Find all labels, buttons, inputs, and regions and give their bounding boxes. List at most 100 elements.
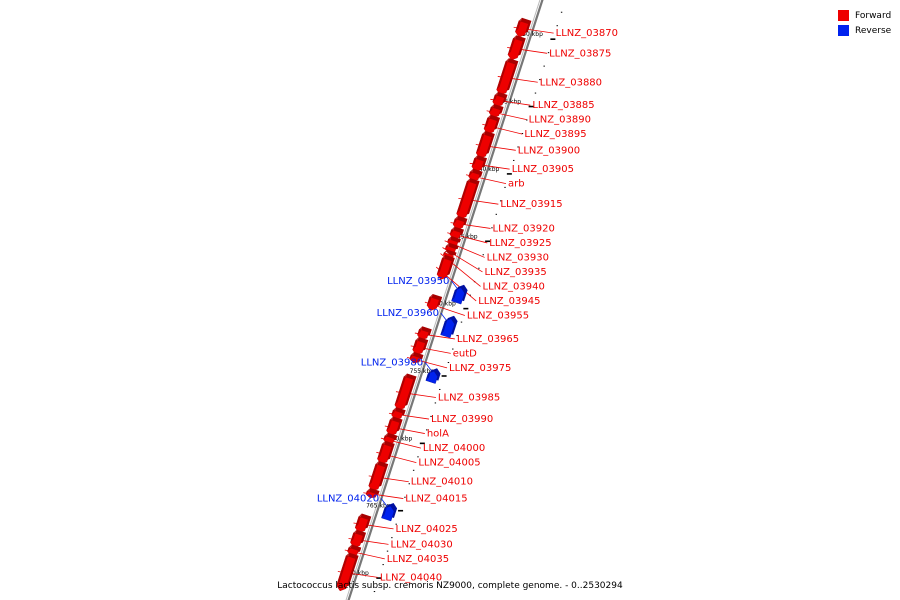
tick-label: 730 kbp (518, 31, 543, 38)
gene-arrow-side (347, 544, 352, 552)
gene-arrow-side (468, 168, 474, 177)
gene-llnz_03945 (436, 254, 455, 280)
gene-label: LLNZ_04015 (405, 494, 467, 505)
tick-label: 755 kbp (410, 368, 435, 375)
gene-llnz_03895 (483, 114, 501, 135)
gene-label: LLNZ_03920 (493, 223, 555, 234)
legend-label: Forward (855, 10, 892, 21)
gene-llnz_03920 (452, 215, 468, 231)
gene-label: LLNZ_03975 (449, 363, 511, 374)
gene-llnz_04020 (381, 502, 398, 522)
gene-label: LLNZ_03955 (467, 310, 529, 321)
gene-arrow-side (507, 35, 517, 55)
gene-arrow-side (471, 155, 478, 167)
gene-arrow-side (515, 17, 522, 32)
gene-label: LLNZ_04005 (418, 458, 480, 469)
gene-arrow-side (440, 317, 449, 335)
gene-label: LLNZ_04030 (391, 539, 453, 550)
gene-label: LLNZ_03990 (431, 414, 493, 425)
gene-arrow-side (350, 529, 357, 543)
gene-arrow-side (425, 370, 432, 381)
reverse-swatch (838, 25, 849, 36)
tick-label: 770 kbp (344, 570, 369, 577)
gene-llnz_03960 (440, 315, 458, 339)
genome-backbone-layer (345, 0, 544, 600)
gene-arrow-side (368, 461, 379, 486)
gene-llnz_03955 (426, 293, 443, 311)
gene-arrow-side (386, 416, 394, 431)
gene-llnz_03980 (425, 368, 441, 384)
gene-label: LLNZ_03985 (438, 393, 500, 404)
gene-arrow (440, 318, 455, 339)
gene-arrow-side (391, 407, 397, 415)
gene-llnz_04015 (365, 487, 380, 499)
gene-hola (386, 416, 403, 437)
gene-label: LLNZ_04020 (317, 493, 379, 504)
gene-llnz_03890 (488, 103, 504, 119)
gene-label: LLNZ_03965 (457, 334, 519, 345)
gene-label: LLNZ_03980 (361, 357, 423, 368)
gene-arrow-side (381, 505, 388, 518)
legend-label: Reverse (855, 25, 892, 36)
gene-llnz_03875 (507, 35, 526, 61)
gene-label: LLNZ_03900 (518, 145, 580, 156)
gene-arrow-side (383, 432, 388, 440)
gene-label: LLNZ_03950 (387, 276, 449, 287)
gene-arrow-side (449, 226, 455, 235)
gene-label: LLNZ_03890 (529, 115, 591, 126)
gene-arrow-side (417, 326, 423, 335)
gene-arrow-side (377, 440, 386, 459)
gene-label: LLNZ_03935 (484, 267, 546, 278)
gene-label: LLNZ_04040 (380, 572, 442, 583)
gene-arrow-side (412, 337, 419, 350)
gene-llnz_04025 (354, 513, 372, 534)
gene-labels-layer: LLNZ_03870 LLNZ_03875 LLNZ_03880 LLNZ_03885… (317, 28, 618, 583)
forward-swatch (838, 10, 849, 21)
gene-label: LLNZ_03875 (549, 48, 611, 59)
tick-label: 760 kbp (388, 435, 413, 442)
gene-label: LLNZ_03870 (556, 28, 618, 39)
gene-llnz_03880 (496, 58, 519, 96)
gene-arrow-side (451, 287, 459, 302)
gene-label: LLNZ_03940 (483, 281, 545, 292)
gene-label: LLNZ_03885 (532, 100, 594, 111)
gene-label: LLNZ_03960 (377, 308, 439, 319)
gene-llnz_03985 (394, 373, 417, 411)
gene-arrow-side (484, 114, 491, 129)
gene-label: LLNZ_03905 (512, 164, 574, 175)
gene-llnz_03975 (409, 351, 424, 364)
gene-arrow-side (443, 249, 448, 255)
gene-llnz_03965 (417, 326, 432, 341)
gene-arrow-side (489, 103, 495, 113)
gene-label: LLNZ_03915 (500, 199, 562, 210)
tick-label: 765 kbp (366, 503, 391, 510)
gene-arrow-side (456, 178, 471, 214)
gene-llnz_03885 (492, 91, 508, 108)
gene-arrow-side (355, 513, 362, 528)
gene-arrow-side (453, 215, 458, 225)
gene-label: LLNZ_03925 (489, 238, 551, 249)
gene-arrow-side (394, 373, 408, 405)
tick-label: 745 kbp (453, 233, 478, 240)
gene-arrow-side (365, 487, 371, 495)
gene-llnz_03900 (475, 130, 495, 159)
gene-label: LLNZ_04025 (396, 524, 458, 535)
gene-label: arb (508, 179, 525, 190)
gene-llnz_03905 (471, 155, 488, 173)
gene-arrow-side (476, 130, 486, 154)
tick-label: 740 kbp (475, 166, 500, 173)
legend-item-forward: Forward (838, 8, 891, 23)
gene-label: LLNZ_04010 (411, 477, 473, 488)
genome-backbone-line (347, 0, 544, 600)
gene-llnz_03930 (447, 236, 461, 247)
gene-llnz_04030 (350, 529, 367, 548)
gene-arrow-side (445, 242, 450, 249)
gene-label: LLNZ_04000 (423, 443, 485, 454)
gene-arrow-side (447, 236, 452, 243)
tick-label: 750 kbp (431, 301, 456, 308)
gene-arrow-side (437, 254, 446, 275)
gene-label: eutD (453, 348, 477, 359)
genome-caption: Lactococcus lactis subsp. cremoris NZ900… (277, 581, 623, 591)
gene-label: holA (427, 429, 449, 440)
gene-llnz_04005 (377, 440, 395, 465)
